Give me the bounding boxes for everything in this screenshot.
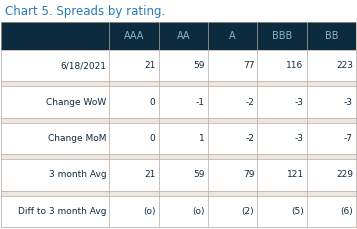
Text: A: A — [229, 31, 236, 41]
Bar — [1, 22, 356, 50]
Text: (o): (o) — [192, 207, 205, 216]
Text: Change MoM: Change MoM — [48, 134, 106, 143]
Text: -1: -1 — [196, 98, 205, 107]
Text: 229: 229 — [336, 170, 353, 179]
Text: -2: -2 — [245, 98, 254, 107]
Text: 1: 1 — [199, 134, 205, 143]
Text: 59: 59 — [193, 170, 205, 179]
Text: Chart 5. Spreads by rating.: Chart 5. Spreads by rating. — [5, 5, 165, 18]
Text: (2): (2) — [242, 207, 254, 216]
Bar — [1, 81, 356, 86]
Bar — [1, 118, 356, 123]
Text: -2: -2 — [245, 134, 254, 143]
Text: 77: 77 — [243, 61, 254, 70]
Text: 59: 59 — [193, 61, 205, 70]
Text: -3: -3 — [344, 98, 353, 107]
Text: 116: 116 — [286, 61, 304, 70]
Text: 6/18/2021: 6/18/2021 — [60, 61, 106, 70]
Text: 21: 21 — [144, 170, 156, 179]
Text: Change WoW: Change WoW — [46, 98, 106, 107]
Bar — [1, 86, 356, 118]
Text: 223: 223 — [336, 61, 353, 70]
Bar — [1, 123, 356, 154]
Bar — [1, 50, 356, 81]
Text: (6): (6) — [340, 207, 353, 216]
Text: Diff to 3 month Avg: Diff to 3 month Avg — [18, 207, 106, 216]
Text: -3: -3 — [295, 134, 304, 143]
Text: AA: AA — [177, 31, 190, 41]
Text: AAA: AAA — [124, 31, 144, 41]
Text: -3: -3 — [295, 98, 304, 107]
Text: 121: 121 — [287, 170, 304, 179]
Text: -7: -7 — [344, 134, 353, 143]
Text: (5): (5) — [291, 207, 304, 216]
Text: 21: 21 — [144, 61, 156, 70]
Text: BBB: BBB — [272, 31, 292, 41]
Text: 79: 79 — [243, 170, 254, 179]
Text: (o): (o) — [143, 207, 156, 216]
Text: 0: 0 — [150, 98, 156, 107]
Bar — [1, 191, 356, 196]
Text: 3 month Avg: 3 month Avg — [49, 170, 106, 179]
Text: BB: BB — [325, 31, 338, 41]
Bar — [1, 196, 356, 227]
Bar — [1, 154, 356, 159]
Text: 0: 0 — [150, 134, 156, 143]
Bar — [1, 159, 356, 191]
